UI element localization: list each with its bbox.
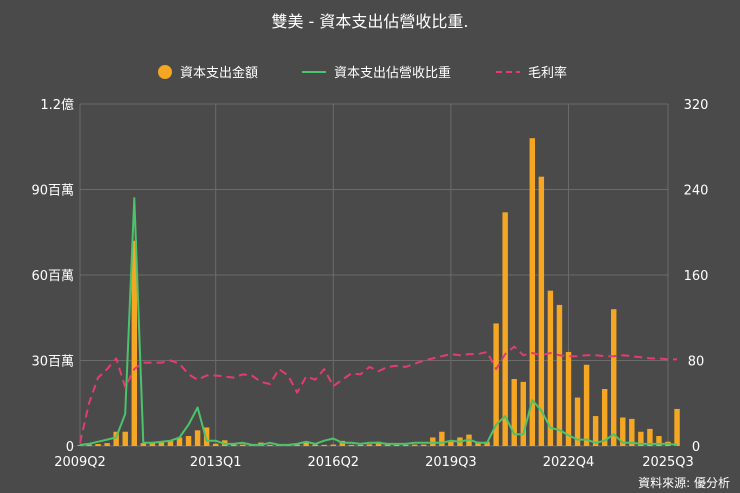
capex-bar: [231, 444, 237, 446]
capex-bar: [321, 444, 327, 446]
legend-dot-icon: [158, 64, 172, 79]
legend-item-capex[interactable]: 資本支出金額: [158, 62, 258, 81]
capex-bar: [384, 444, 391, 446]
capex-bar: [529, 138, 536, 446]
x-tick-label: 2016Q2: [307, 455, 359, 470]
capex-bar: [140, 443, 147, 446]
capex-bar: [656, 436, 662, 446]
capex-bar: [312, 444, 318, 446]
capex-bar: [294, 444, 300, 446]
left-tick-label: 60百萬: [31, 269, 74, 284]
capex-bar: [77, 445, 83, 446]
capex-bar: [149, 442, 156, 446]
legend: 資本支出金額 資本支出佔營收比重 毛利率: [0, 62, 740, 82]
source-note: 資料來源: 優分析: [638, 476, 730, 490]
x-tick-label: 2022Q4: [543, 455, 595, 470]
capex-bar: [565, 351, 572, 446]
legend-label-capex: 資本支出金額: [180, 66, 259, 81]
legend-line-icon: [302, 70, 326, 73]
capex-bar: [330, 444, 337, 446]
capex-bar: [620, 417, 626, 446]
capex-bar: [104, 443, 110, 446]
capex-bar: [240, 444, 246, 446]
right-tick-label: 240: [684, 184, 709, 199]
capex-bar: [629, 418, 635, 446]
capex-bar: [95, 444, 101, 446]
capex-bar: [267, 444, 273, 446]
capex-bar: [185, 436, 192, 446]
capex-bar: [647, 428, 653, 446]
x-tick-label: 2013Q1: [190, 455, 242, 470]
left-tick-label: 90百萬: [31, 184, 74, 199]
x-tick-label: 2009Q2: [54, 455, 106, 470]
capex-bar: [484, 441, 490, 446]
capex-bar: [439, 431, 445, 446]
capex-bar: [502, 212, 508, 446]
right-tick-label: 0: [692, 440, 700, 455]
capex-bar: [556, 304, 563, 446]
capex-bar: [592, 416, 599, 446]
capex-bar: [411, 444, 418, 446]
capex-bar: [574, 397, 581, 446]
capex-bar: [674, 408, 680, 446]
capex-bar: [538, 176, 545, 447]
capex-bar: [421, 444, 427, 446]
left-tick-label: 1.2億: [40, 97, 74, 113]
capex-bar: [303, 441, 309, 446]
chart-title: 雙美 - 資本支出佔營收比重.: [271, 12, 469, 31]
legend-dash-icon: [496, 70, 520, 73]
capex-bar: [475, 441, 481, 446]
right-tick-label: 320: [684, 98, 709, 113]
legend-label-margin: 毛利率: [528, 66, 568, 81]
legend-item-margin[interactable]: 毛利率: [496, 62, 567, 81]
capex-bar: [601, 389, 608, 446]
right-tick-label: 80: [688, 355, 705, 370]
capex-bar: [357, 444, 364, 446]
capex-bar: [393, 444, 400, 446]
capex-bar: [375, 441, 382, 446]
capex-bar: [638, 431, 644, 446]
capex-ratio-line: [79, 197, 678, 446]
capex-bar: [86, 444, 92, 446]
capex-bar: [122, 431, 128, 446]
right-tick-label: 160: [684, 269, 709, 284]
capex-bar: [547, 290, 554, 446]
capex-bar: [212, 443, 219, 446]
capex-bar: [430, 437, 436, 446]
capex-bar: [402, 444, 409, 446]
capex-bar: [131, 240, 137, 446]
capex-bar: [203, 427, 210, 446]
gross-margin-line: [79, 345, 677, 444]
capex-bar: [511, 379, 517, 446]
capex-bar: [176, 437, 183, 446]
capex-bar: [113, 431, 119, 446]
left-tick-label: 0: [66, 440, 74, 455]
legend-label-ratio: 資本支出佔營收比重: [334, 66, 452, 81]
x-tick-label: 2025Q3: [642, 455, 694, 470]
legend-item-ratio[interactable]: 資本支出佔營收比重: [302, 62, 451, 81]
capex-bar: [194, 430, 201, 446]
x-tick-label: 2019Q3: [425, 455, 477, 470]
capex-bar: [158, 441, 165, 446]
capex-bar: [167, 440, 174, 446]
capex-bar: [520, 381, 526, 446]
capex-bar: [348, 444, 355, 446]
capex-bar: [448, 441, 454, 446]
capex-bar: [493, 323, 499, 446]
capex-bar: [611, 309, 617, 446]
capex-bar: [583, 364, 590, 446]
capex-bar: [366, 444, 373, 446]
left-tick-label: 30百萬: [31, 355, 74, 370]
